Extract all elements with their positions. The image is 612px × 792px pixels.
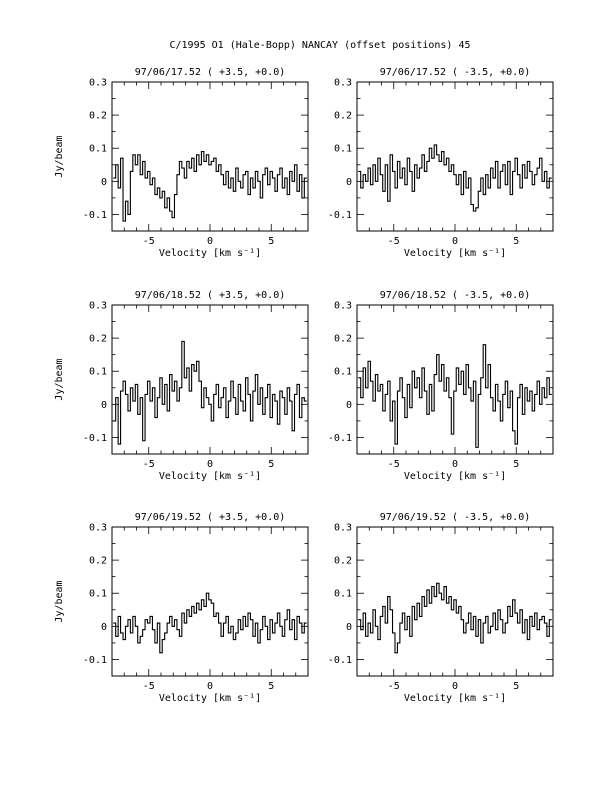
x-tick-label: 0 bbox=[207, 459, 213, 470]
x-axis-label: Velocity [km s⁻¹] bbox=[404, 248, 506, 259]
y-tick-label: 0 bbox=[101, 400, 107, 411]
y-tick-label: 0.1 bbox=[334, 367, 352, 378]
panels: 97/06/17.52 ( +3.5, +0.0) -5 0 5 -0.1 0 0.1 0.2… bbox=[54, 67, 554, 704]
x-axis-label: Velocity [km s⁻¹] bbox=[159, 248, 261, 259]
x-tick-label: -5 bbox=[388, 681, 400, 692]
panel-title: 97/06/19.52 ( +3.5, +0.0) bbox=[135, 512, 286, 523]
y-tick-label: -0.1 bbox=[83, 210, 107, 221]
panel-4: 97/06/18.52 ( -3.5, +0.0) -5 0 5 -0.1 0 0.1 0.2… bbox=[328, 290, 554, 482]
y-tick-label: 0.3 bbox=[89, 78, 107, 89]
y-tick-label: -0.1 bbox=[83, 655, 107, 666]
spectrum-series-1 bbox=[113, 150, 307, 222]
spectrum-series-1 bbox=[358, 144, 552, 212]
panel-title: 97/06/18.52 ( +3.5, +0.0) bbox=[135, 290, 286, 301]
y-tick-label: 0.2 bbox=[89, 556, 107, 567]
y-axis-label: Jy/beam bbox=[54, 358, 65, 400]
x-tick-label: 5 bbox=[513, 236, 519, 247]
y-axis-label: Jy/beam bbox=[54, 580, 65, 622]
y-tick-label: 0 bbox=[346, 400, 352, 411]
panel-6: 97/06/19.52 ( -3.5, +0.0) -5 0 5 -0.1 0 0.1 0.2… bbox=[328, 512, 554, 704]
x-tick-label: 5 bbox=[513, 459, 519, 470]
x-tick-label: 0 bbox=[452, 459, 458, 470]
y-tick-label: -0.1 bbox=[83, 433, 107, 444]
x-tick-label: 0 bbox=[452, 681, 458, 692]
y-tick-label: 0.2 bbox=[334, 556, 352, 567]
y-tick-label: 0.3 bbox=[89, 523, 107, 534]
spectrum-series-1 bbox=[113, 340, 307, 445]
panel-5: 97/06/19.52 ( +3.5, +0.0) -5 0 5 -0.1 0 0.1 0.2… bbox=[54, 512, 309, 704]
x-tick-label: -5 bbox=[388, 236, 400, 247]
y-axis-label: Jy/beam bbox=[54, 135, 65, 177]
y-tick-label: -0.1 bbox=[328, 210, 352, 221]
y-tick-label: 0.3 bbox=[334, 78, 352, 89]
x-tick-label: -5 bbox=[143, 681, 155, 692]
y-tick-label: 0.1 bbox=[334, 589, 352, 600]
x-tick-label: 5 bbox=[268, 459, 274, 470]
x-tick-label: 5 bbox=[513, 681, 519, 692]
y-tick-label: 0.3 bbox=[334, 523, 352, 534]
y-tick-label: 0.1 bbox=[89, 144, 107, 155]
x-tick-label: -5 bbox=[143, 459, 155, 470]
spectrum-series-1 bbox=[358, 582, 552, 654]
panel-1: 97/06/17.52 ( +3.5, +0.0) -5 0 5 -0.1 0 0.1 0.2… bbox=[54, 67, 309, 259]
panel-title: 97/06/17.52 ( +3.5, +0.0) bbox=[135, 67, 286, 78]
y-tick-label: 0.3 bbox=[89, 301, 107, 312]
y-tick-label: 0.3 bbox=[334, 301, 352, 312]
y-tick-label: -0.1 bbox=[328, 433, 352, 444]
x-tick-label: 5 bbox=[268, 681, 274, 692]
spectrum-series-1 bbox=[358, 344, 552, 448]
y-tick-label: 0 bbox=[101, 622, 107, 633]
y-tick-label: 0 bbox=[101, 177, 107, 188]
x-tick-label: 0 bbox=[452, 236, 458, 247]
panel-title: 97/06/17.52 ( -3.5, +0.0) bbox=[380, 67, 531, 78]
x-tick-label: -5 bbox=[143, 236, 155, 247]
x-axis-label: Velocity [km s⁻¹] bbox=[159, 471, 261, 482]
x-tick-label: 0 bbox=[207, 236, 213, 247]
x-axis-label: Velocity [km s⁻¹] bbox=[404, 471, 506, 482]
y-tick-label: -0.1 bbox=[328, 655, 352, 666]
y-tick-label: 0.2 bbox=[89, 334, 107, 345]
panel-title: 97/06/18.52 ( -3.5, +0.0) bbox=[380, 290, 531, 301]
panel-3: 97/06/18.52 ( +3.5, +0.0) -5 0 5 -0.1 0 0.1 0.2… bbox=[54, 290, 309, 482]
y-tick-label: 0.2 bbox=[89, 111, 107, 122]
y-tick-label: 0.2 bbox=[334, 111, 352, 122]
y-tick-label: 0 bbox=[346, 177, 352, 188]
y-tick-label: 0.1 bbox=[89, 367, 107, 378]
panel-title: 97/06/19.52 ( -3.5, +0.0) bbox=[380, 512, 531, 523]
x-axis-label: Velocity [km s⁻¹] bbox=[159, 693, 261, 704]
y-tick-label: 0.1 bbox=[89, 589, 107, 600]
x-axis-label: Velocity [km s⁻¹] bbox=[404, 693, 506, 704]
x-tick-label: -5 bbox=[388, 459, 400, 470]
y-tick-label: 0 bbox=[346, 622, 352, 633]
x-tick-label: 5 bbox=[268, 236, 274, 247]
page-title: C/1995 O1 (Hale-Bopp) NANCAY (offset pos… bbox=[169, 40, 470, 51]
y-tick-label: 0.1 bbox=[334, 144, 352, 155]
x-tick-label: 0 bbox=[207, 681, 213, 692]
y-tick-label: 0.2 bbox=[334, 334, 352, 345]
panel-2: 97/06/17.52 ( -3.5, +0.0) -5 0 5 -0.1 0 0.1 0.2… bbox=[328, 67, 554, 259]
spectrum-series-1 bbox=[113, 592, 307, 654]
